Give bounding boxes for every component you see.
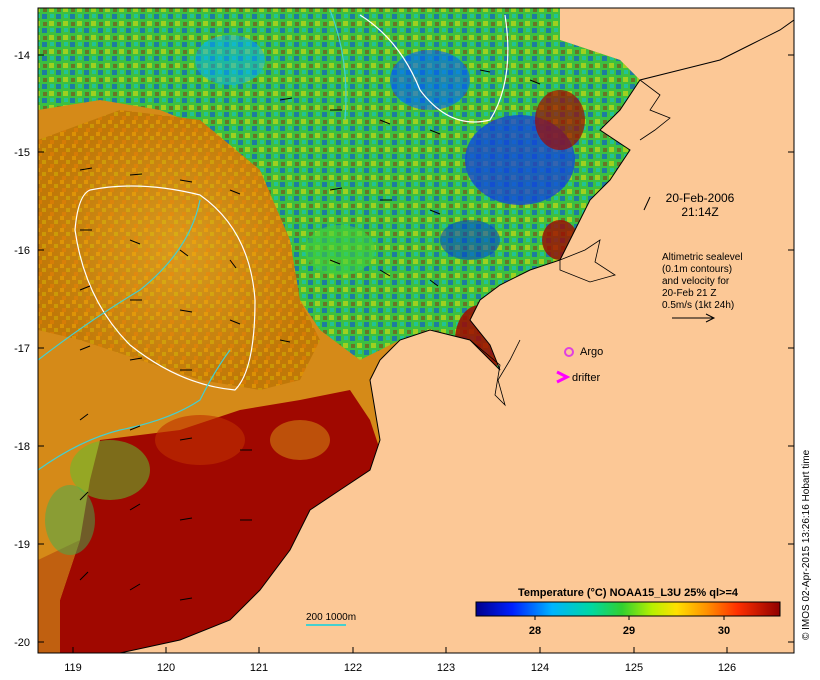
lat-label: -17 [14,343,30,355]
lon-label: 119 [64,662,82,674]
colorbar-title: Temperature (°C) NOAA15_L3U 25% ql>=4 [518,587,739,599]
lon-label: 120 [157,662,175,674]
lat-label: -16 [14,245,30,257]
lat-label: -20 [14,637,30,649]
map-frame [37,7,795,654]
drifter-marker-icon [556,370,571,384]
colorbar-tick: 29 [623,625,635,637]
altimetry-note: 0.5m/s (1kt 24h) [662,300,734,311]
time-label: 21:14Z [681,205,718,219]
lat-label: -19 [14,539,30,551]
altimetry-note: and velocity for [662,276,730,287]
colorbar-tick: 30 [718,625,730,637]
lon-label: 121 [250,662,268,674]
lon-label: 123 [437,662,455,674]
lon-label: 125 [625,662,643,674]
lat-label: -14 [14,50,30,62]
drifter-label: drifter [572,372,600,384]
argo-marker-icon [564,347,574,357]
altimetry-note: 20-Feb 21 Z [662,288,716,299]
velocity-scale-arrow-icon [672,313,716,323]
lat-label: -15 [14,147,30,159]
lon-label: 122 [344,662,362,674]
date-label: 20-Feb-2006 [666,191,735,205]
lon-label: 124 [531,662,549,674]
depth-legend-label: 200 1000m [306,612,356,623]
colorbar-tick: 28 [529,625,541,637]
lat-label: -18 [14,441,30,453]
altimetry-note: (0.1m contours) [662,264,732,275]
altimetry-note: Altimetric sealevel [662,252,743,263]
colorbar [475,601,781,617]
lon-label: 126 [718,662,736,674]
sst-field [38,8,794,653]
argo-label: Argo [580,346,603,358]
credit-text: © IMOS 02-Apr-2015 13:26:16 Hobart time [801,449,812,640]
